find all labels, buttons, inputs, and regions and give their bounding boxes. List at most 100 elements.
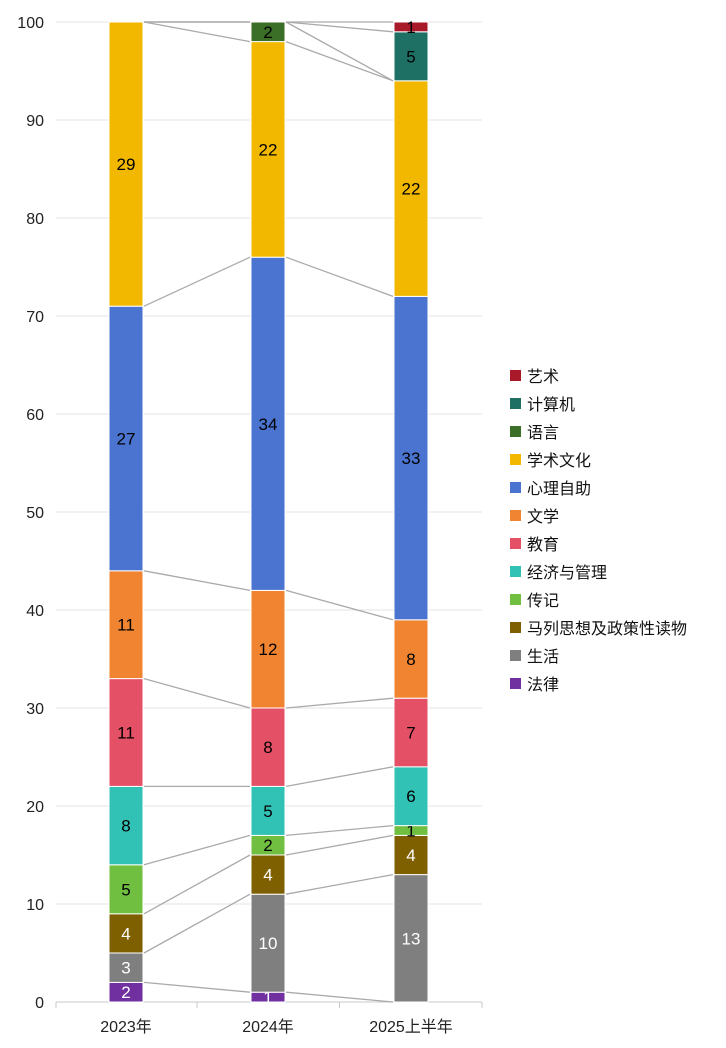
data-label: 8 [406, 650, 415, 669]
legend-label: 学术文化 [527, 451, 592, 470]
legend-swatch [510, 369, 521, 381]
series-connector-line [285, 40, 394, 82]
legend-swatch [510, 425, 521, 437]
legend-label: 心理自助 [527, 479, 592, 498]
y-tick-label: 90 [26, 113, 44, 130]
legend-item: 教育 [510, 529, 687, 557]
data-label: 1 [406, 822, 415, 841]
series-connector-line [285, 873, 394, 895]
y-tick-label: 50 [26, 505, 44, 522]
data-label: 33 [402, 449, 421, 468]
series-connector-line [285, 991, 394, 1003]
bar-segment [250, 21, 286, 43]
y-tick-label: 100 [17, 15, 44, 32]
data-label: 34 [259, 415, 278, 434]
legend-swatch [510, 649, 521, 661]
legend-label: 生活 [527, 647, 560, 666]
legend-label: 传记 [527, 591, 560, 610]
data-label: 8 [121, 817, 130, 836]
legend-item: 传记 [510, 585, 687, 613]
bar-segment [250, 854, 286, 895]
data-label: 11 [117, 724, 135, 743]
legend-label: 语言 [527, 423, 560, 442]
data-label: 12 [259, 640, 278, 659]
legend-item: 学术文化 [510, 445, 687, 473]
data-label: 1 [263, 988, 272, 1007]
series-connector-line [285, 589, 394, 621]
legend-swatch [510, 677, 521, 689]
bar-segment [250, 41, 286, 258]
data-label: 1 [406, 18, 415, 37]
series-connector-line [285, 824, 394, 837]
y-tick-label: 10 [26, 897, 44, 914]
data-label: 22 [402, 180, 421, 199]
legend-item: 语言 [510, 417, 687, 445]
data-label: 29 [117, 155, 136, 174]
data-label: 13 [402, 929, 421, 948]
data-label: 7 [406, 724, 415, 743]
legend-label: 艺术 [527, 367, 560, 386]
data-label: 5 [406, 47, 415, 66]
legend-swatch [510, 593, 521, 605]
series-connector-line [143, 570, 251, 592]
bar-segment [250, 707, 286, 787]
bar-segment [108, 678, 144, 787]
series-connector-line [143, 677, 251, 709]
legend-item: 生活 [510, 641, 687, 669]
data-label: 2 [263, 836, 272, 855]
x-tick-label: 2023年 [100, 1018, 152, 1036]
series-connector-line [143, 893, 251, 954]
bar-segment [250, 256, 286, 591]
y-tick-label: 40 [26, 603, 44, 620]
bar-segment [393, 31, 429, 82]
bar-segment [393, 766, 429, 827]
series-connector-line [285, 21, 394, 82]
bar-segment [393, 21, 429, 33]
data-label: 4 [263, 866, 272, 885]
bar-segment [393, 80, 429, 297]
bar-segment [393, 295, 429, 621]
series-connector-line [285, 697, 394, 709]
bar-segment [250, 893, 286, 993]
y-tick-label: 0 [35, 995, 44, 1012]
x-tick-label: 2024年 [242, 1018, 294, 1036]
series-connector-line [143, 21, 251, 43]
legend-label: 文学 [527, 507, 560, 526]
data-label: 4 [406, 846, 415, 865]
data-label: 5 [121, 880, 130, 899]
bar-segment [393, 874, 429, 1003]
bar-segment [108, 913, 144, 954]
y-tick-label: 20 [26, 799, 44, 816]
legend-swatch [510, 621, 521, 633]
y-tick-label: 30 [26, 701, 44, 718]
series-connector-line [285, 766, 394, 788]
chart-legend: 艺术 计算机 语言 学术文化 心理自助 文学 教育 经济与管理 传记 马列思想及政策性读物 生活 法律 [510, 361, 687, 697]
legend-swatch [510, 565, 521, 577]
series-connector-line [143, 256, 251, 307]
data-label: 27 [117, 430, 136, 449]
legend-label: 法律 [527, 675, 560, 694]
data-label: 10 [259, 934, 278, 953]
legend-swatch [510, 509, 521, 521]
legend-swatch [510, 397, 521, 409]
legend-swatch [510, 453, 521, 465]
legend-swatch [510, 537, 521, 549]
legend-label: 计算机 [527, 395, 576, 414]
data-label: 8 [263, 738, 272, 757]
bar-segment [108, 864, 144, 915]
series-connector-line [143, 854, 251, 915]
y-tick-label: 60 [26, 407, 44, 424]
data-label: 5 [263, 802, 272, 821]
data-label: 22 [259, 140, 278, 159]
bar-segment [393, 697, 429, 768]
y-tick-label: 70 [26, 309, 44, 326]
data-label: 6 [406, 787, 415, 806]
bar-segment [393, 619, 429, 699]
legend-item: 计算机 [510, 389, 687, 417]
data-label: 3 [121, 959, 130, 978]
y-tick-label: 80 [26, 211, 44, 228]
series-connector-line [285, 834, 394, 856]
series-connector-line [285, 256, 394, 298]
bar-segment [108, 21, 144, 307]
legend-swatch [510, 481, 521, 493]
